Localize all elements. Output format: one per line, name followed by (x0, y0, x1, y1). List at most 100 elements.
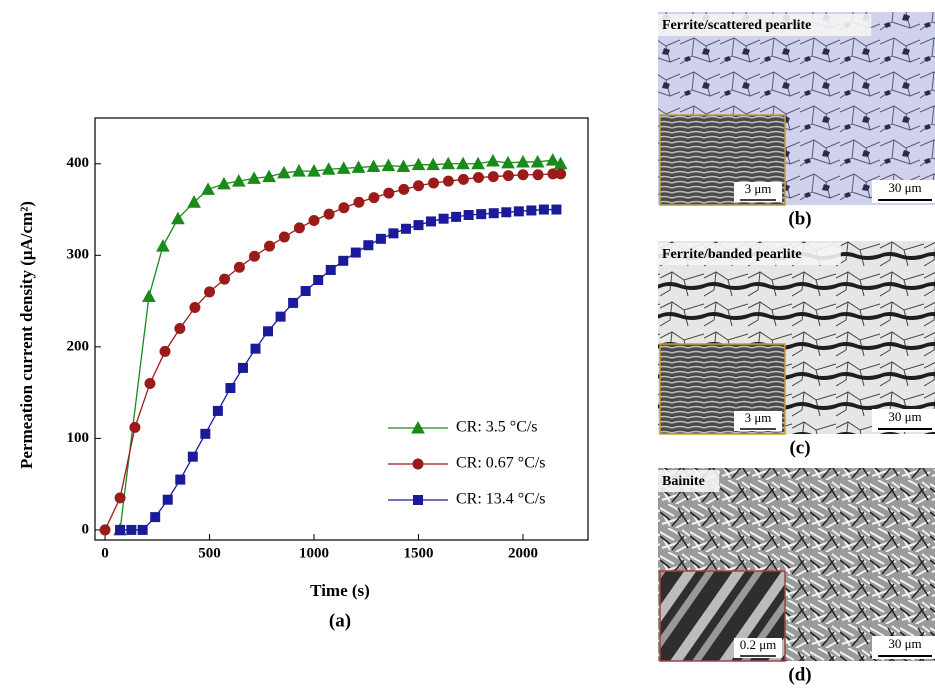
legend-label: CR: 0.67 °C/s (456, 455, 546, 472)
inset-scale: 3 μm (745, 410, 772, 425)
marker (127, 525, 136, 534)
marker (100, 525, 110, 535)
scale-label: 30 μm (888, 636, 921, 651)
marker (384, 188, 394, 198)
marker (452, 212, 461, 221)
marker (116, 525, 125, 534)
scale-label: 30 μm (888, 180, 921, 195)
panel-label: Ferrite/scattered pearlite (662, 18, 811, 33)
series-line (120, 210, 556, 530)
marker (527, 206, 536, 215)
x-axis-label: Time (s) (310, 581, 370, 600)
marker (314, 276, 323, 285)
marker (326, 265, 335, 274)
panel-label: Ferrite/banded pearlite (662, 247, 802, 262)
panel-caption: (c) (789, 437, 810, 458)
marker (130, 422, 140, 432)
marker (464, 211, 473, 220)
marker (226, 384, 235, 393)
x-tick-label: 500 (198, 545, 221, 561)
marker (401, 224, 410, 233)
panel-caption: (b) (788, 208, 811, 229)
marker (364, 241, 373, 250)
marker (503, 171, 513, 181)
marker (389, 229, 398, 238)
marker (201, 429, 210, 438)
marker (547, 154, 559, 165)
marker (143, 291, 155, 302)
marker (382, 160, 394, 171)
marker (188, 452, 197, 461)
marker (489, 209, 498, 218)
y-axis-label: Permeation current density (μA/cm²) (17, 201, 36, 469)
marker (376, 234, 385, 243)
marker (294, 223, 304, 233)
panel-caption: (d) (788, 664, 811, 685)
marker (264, 327, 273, 336)
y-tick-label: 100 (67, 430, 90, 446)
marker (473, 173, 483, 183)
y-tick-label: 400 (67, 155, 90, 171)
marker (276, 312, 285, 321)
marker (533, 170, 543, 180)
y-tick-label: 0 (82, 521, 90, 537)
chart-caption: (a) (329, 610, 351, 631)
marker (213, 406, 222, 415)
plot-frame (95, 118, 588, 540)
marker (138, 525, 147, 534)
marker (414, 181, 424, 191)
panel-label: Bainite (662, 474, 705, 489)
marker (518, 170, 528, 180)
marker (301, 287, 310, 296)
legend-marker (413, 459, 423, 469)
marker (289, 298, 298, 307)
marker (443, 176, 453, 186)
marker (309, 216, 319, 226)
marker (477, 210, 486, 219)
marker (488, 172, 498, 182)
marker (157, 240, 169, 251)
marker (176, 475, 185, 484)
x-tick-label: 2000 (508, 545, 538, 561)
marker (354, 197, 364, 207)
marker (265, 241, 275, 251)
marker (251, 344, 260, 353)
marker (429, 178, 439, 188)
marker (427, 217, 436, 226)
marker (514, 207, 523, 216)
marker (552, 205, 561, 214)
marker (249, 251, 259, 261)
marker (556, 169, 566, 179)
x-tick-label: 0 (101, 545, 109, 561)
marker (487, 155, 499, 166)
figure: Time (s) (a) Permeation current density … (0, 0, 935, 690)
marker (399, 184, 409, 194)
marker (220, 274, 230, 284)
marker (339, 203, 349, 213)
marker (339, 256, 348, 265)
y-tick-label: 300 (67, 247, 90, 263)
legend-marker (414, 496, 423, 505)
marker (414, 221, 423, 230)
marker (439, 214, 448, 223)
marker (502, 208, 511, 217)
marker (115, 493, 125, 503)
marker (190, 302, 200, 312)
marker (351, 248, 360, 257)
marker (458, 174, 468, 184)
marker (539, 205, 548, 214)
x-tick-label: 1000 (299, 545, 329, 561)
marker (279, 232, 289, 242)
marker (234, 262, 244, 272)
y-tick-label: 200 (67, 338, 90, 354)
marker (145, 378, 155, 388)
scale-label: 30 μm (888, 409, 921, 424)
marker (205, 287, 215, 297)
marker (163, 495, 172, 504)
marker (160, 346, 170, 356)
marker (324, 209, 334, 219)
marker (151, 513, 160, 522)
inset-scale: 3 μm (745, 181, 772, 196)
x-tick-label: 1500 (404, 545, 434, 561)
marker (238, 363, 247, 372)
